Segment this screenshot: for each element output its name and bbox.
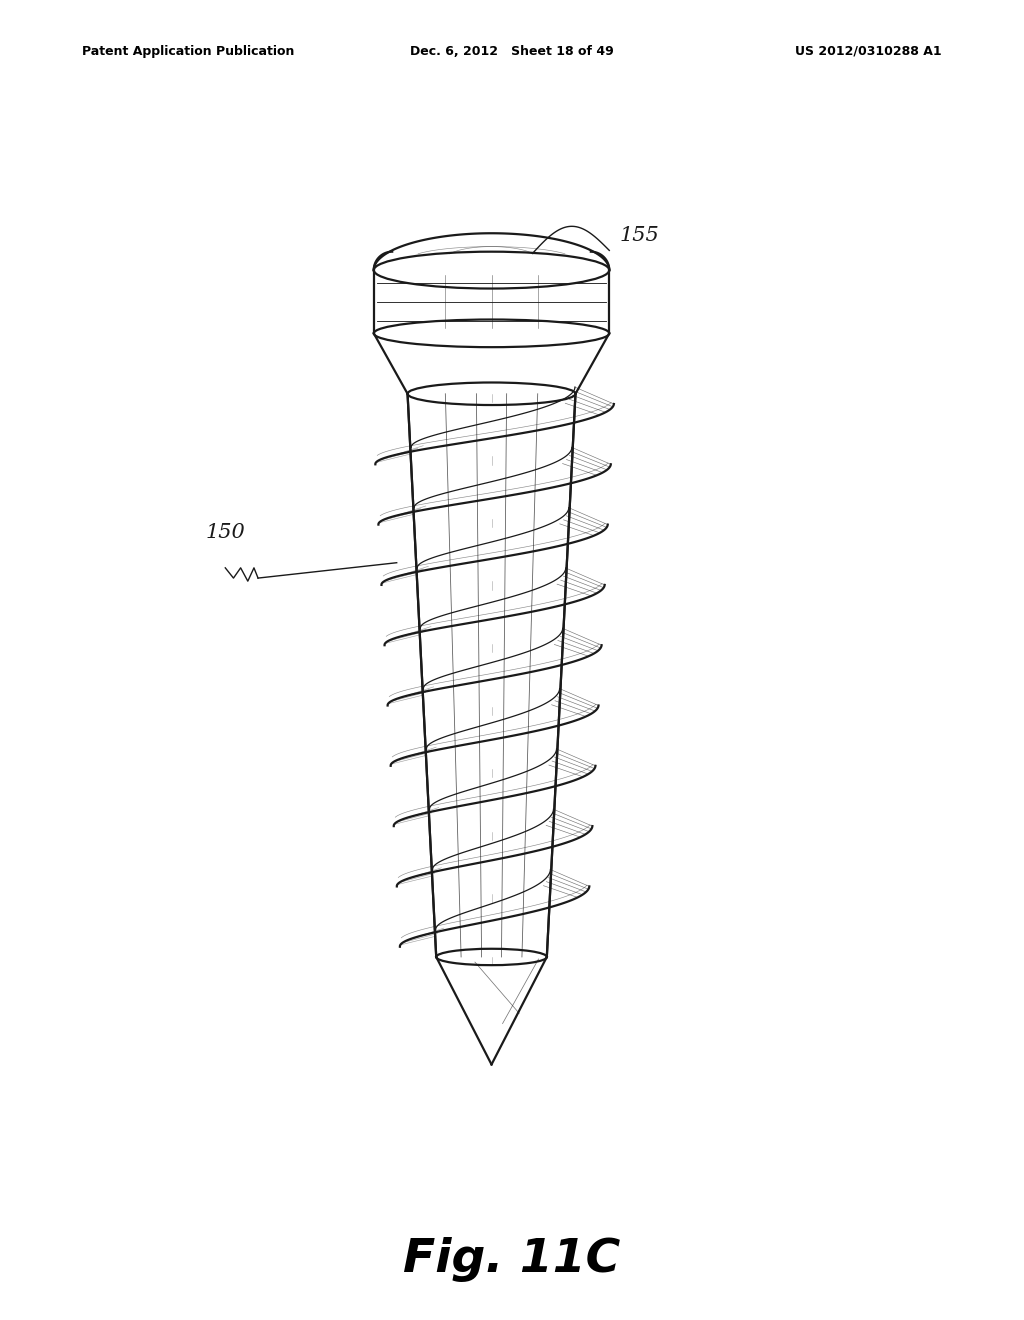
Text: 155: 155 — [620, 226, 659, 246]
Text: Fig. 11C: Fig. 11C — [403, 1237, 621, 1282]
Text: Patent Application Publication: Patent Application Publication — [82, 45, 294, 58]
Text: US 2012/0310288 A1: US 2012/0310288 A1 — [796, 45, 942, 58]
Text: 150: 150 — [206, 523, 245, 543]
Text: Dec. 6, 2012   Sheet 18 of 49: Dec. 6, 2012 Sheet 18 of 49 — [410, 45, 613, 58]
